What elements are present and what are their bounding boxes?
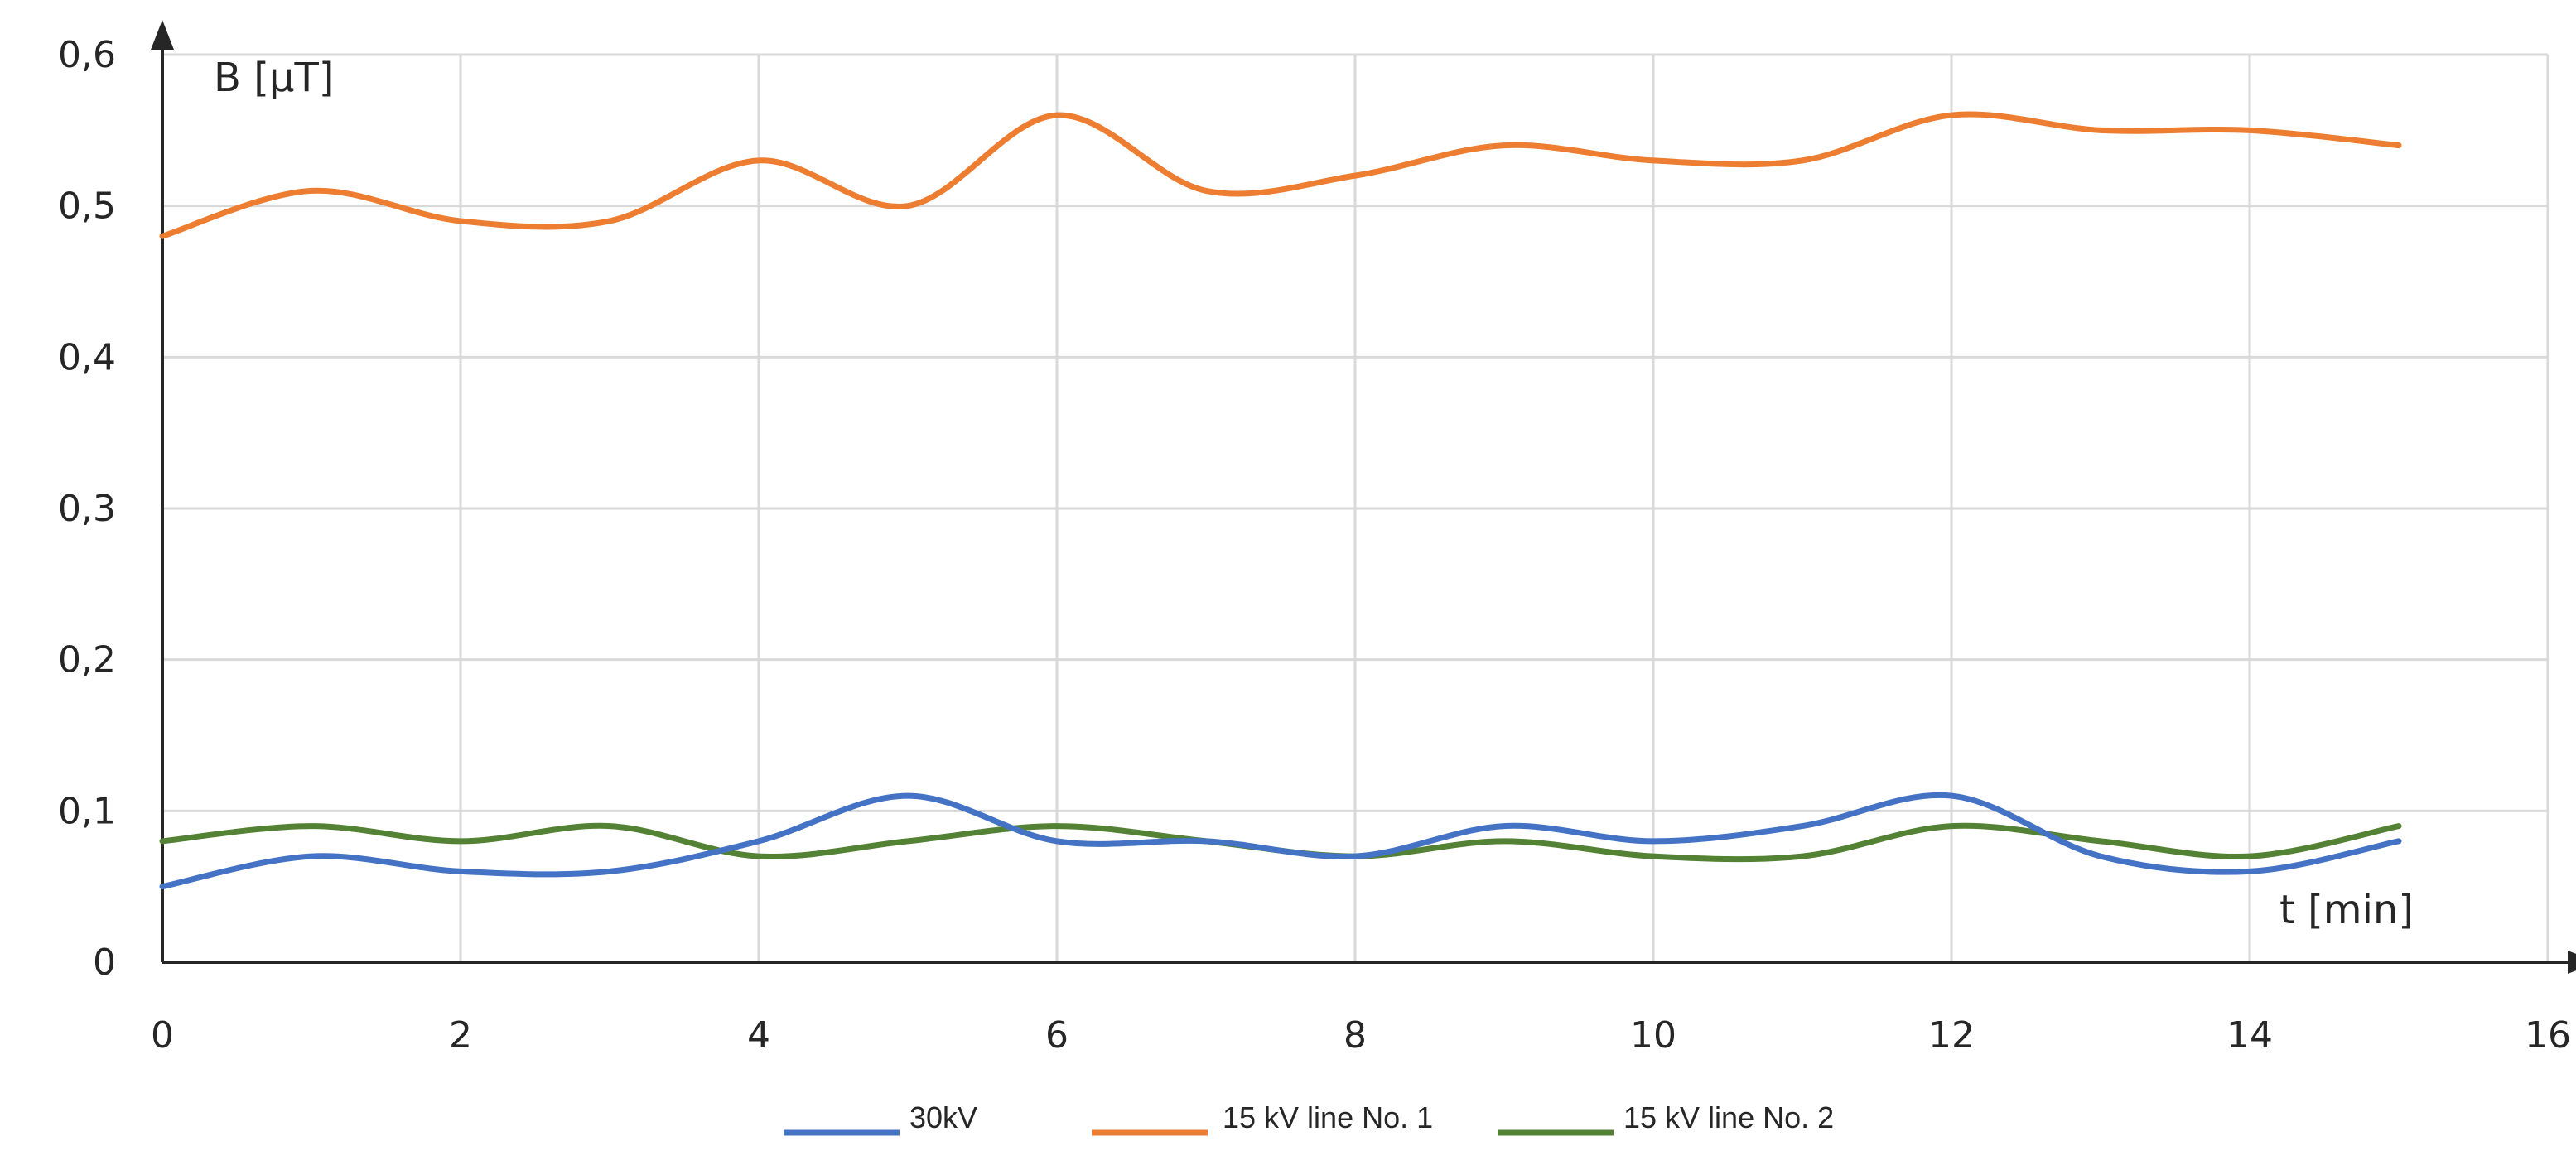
x-tick-label: 14	[2226, 1014, 2273, 1057]
axes	[151, 20, 2576, 974]
tick-labels: 0 0,1 0,2 0,3 0,4 0,5 0,6 0 2 4 6 8 10 12 14 16	[58, 34, 2571, 1057]
x-tick-label: 10	[1630, 1014, 1676, 1057]
y-tick-label: 0,5	[58, 185, 116, 228]
y-tick-label: 0,1	[58, 790, 116, 832]
y-tick-label: 0,4	[58, 336, 116, 378]
y-tick-label: 0,3	[58, 488, 116, 530]
legend: 30kV 15 kV line No. 1 15 kV line No. 2	[784, 1100, 1834, 1136]
x-axis-title: t [min]	[2279, 887, 2414, 933]
series-line-15-kv-line-no-1	[159, 111, 2402, 239]
y-tick-label: 0,2	[58, 639, 116, 681]
x-tick-label: 12	[1928, 1014, 1975, 1057]
y-axis-arrow	[151, 20, 174, 50]
y-axis-title: B [µT]	[214, 55, 335, 101]
legend-label-30kv: 30kV	[909, 1100, 977, 1134]
x-tick-label: 6	[1045, 1014, 1069, 1057]
y-tick-label: 0,6	[58, 34, 116, 76]
legend-label-15-kv-line-no-1: 15 kV line No. 1	[1223, 1100, 1433, 1134]
x-tick-label: 4	[747, 1014, 770, 1057]
gridlines	[162, 53, 2549, 962]
x-tick-label: 0	[151, 1014, 174, 1057]
x-axis-arrow	[2568, 951, 2576, 974]
y-tick-label: 0	[93, 941, 116, 984]
x-tick-label: 8	[1343, 1014, 1367, 1057]
data-series	[159, 111, 2402, 890]
series-line-30kv	[159, 792, 2402, 890]
x-tick-label: 16	[2525, 1014, 2571, 1057]
legend-label-15-kv-line-no-2: 15 kV line No. 2	[1623, 1100, 1834, 1134]
x-tick-label: 2	[449, 1014, 472, 1057]
